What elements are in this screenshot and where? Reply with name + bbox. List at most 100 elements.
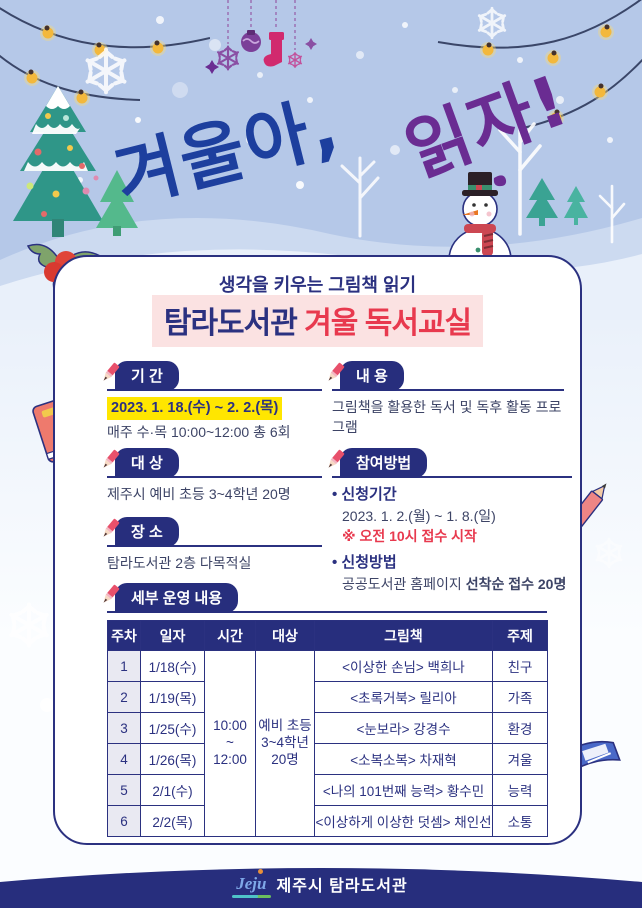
section-content-tab: 내 용 <box>328 361 404 391</box>
snow-dots <box>77 16 613 189</box>
pencil-tab-icon <box>103 584 120 603</box>
col-week: 주차 <box>107 620 141 651</box>
content-card: 생각을 키우는 그림책 읽기 탐라도서관 겨울 독서교실 기 간 2023. 1… <box>53 255 582 845</box>
table-row: 3 1/25(수) <눈보라> 강경수 환경 <box>107 712 548 744</box>
col-book: 그림책 <box>314 620 493 651</box>
jeju-logo: Jeju <box>232 869 271 898</box>
table-header-row: 주차 일자 시간 대상 그림책 주제 <box>107 620 548 651</box>
section-rule <box>107 611 547 613</box>
cell-theme: 친구 <box>492 650 548 682</box>
apply-period-title: 신청기간 <box>332 484 572 506</box>
table-row: 5 2/1(수) <나의 101번째 능력> 황수민 능력 <box>107 774 548 806</box>
footer-arc <box>0 868 642 908</box>
section-schedule-label: 세부 운영 내용 <box>131 590 223 607</box>
cell-theme: 겨울 <box>492 743 548 775</box>
cell-week: 4 <box>107 743 141 775</box>
christmas-tree-icon <box>13 86 103 237</box>
snowflake-icon <box>6 602 52 648</box>
pencil-tab-icon <box>103 449 120 468</box>
subtitle: 생각을 키우는 그림책 읽기 <box>218 275 417 295</box>
stocking-icon <box>263 32 284 67</box>
page-title-accent: 겨울 독서교실 <box>304 307 472 340</box>
section-place: 장 소 탐라도서관 2층 다목적실 <box>103 517 322 573</box>
pencil-tab-icon <box>328 362 345 381</box>
hanging-ornaments-icon <box>205 0 317 74</box>
period-highlight: 2023. 1. 18.(수) ~ 2. 2.(목) <box>107 397 283 421</box>
apply-method-value: 공공도서관 홈페이지 <box>342 576 466 593</box>
cell-book: <이상하게 이상한 덧셈> 채인선 <box>314 805 493 837</box>
section-place-tab: 장 소 <box>103 517 179 547</box>
bare-tree-icon <box>598 184 626 244</box>
section-target-tab: 대 상 <box>103 448 179 478</box>
col-time: 시간 <box>204 620 256 651</box>
table-row: 1 1/18(수) 10:00 ~ 12:00 예비 초등 3~4학년 20명 … <box>107 650 548 837</box>
section-schedule: 세부 운영 내용 주차 일자 시간 대상 그림책 주제 <box>103 583 548 837</box>
section-apply: 참여방법 신청기간 2023. 1. 2.(월) ~ 1. 8.(일) ※ 오전… <box>328 448 572 594</box>
cell-theme: 소통 <box>492 805 548 837</box>
cell-week: 2 <box>107 681 141 713</box>
cell-theme: 가족 <box>492 681 548 713</box>
target-detail: 제주시 예비 초등 3~4학년 20명 <box>107 486 291 502</box>
pencil-tab-icon <box>103 362 120 381</box>
section-rule <box>107 476 322 478</box>
footer: Jeju 제주시 탐라도서관 <box>0 869 642 898</box>
page-title-library: 탐라도서관 <box>163 307 305 340</box>
apply-method-value-bold: 선착순 접수 20명 <box>465 576 567 593</box>
section-target: 대 상 제주시 예비 초등 3~4학년 20명 <box>103 448 322 504</box>
bare-tree-icon <box>498 118 542 236</box>
table-row: 6 2/2(목) <이상하게 이상한 덧셈> 채인선 소통 <box>107 805 548 837</box>
cell-date: 1/18(수) <box>140 650 205 682</box>
cell-theme: 능력 <box>492 774 548 806</box>
section-apply-label: 참여방법 <box>356 455 412 472</box>
section-rule <box>332 389 564 391</box>
section-period-tab: 기 간 <box>103 361 179 391</box>
section-apply-tab: 참여방법 <box>328 448 428 478</box>
footer-text: 제주시 탐라도서관 <box>276 878 408 895</box>
apply-period-note: ※ 오전 10시 접수 시작 <box>342 528 477 545</box>
cell-date: 2/2(목) <box>140 805 205 837</box>
string-lights-left-icon <box>0 6 210 106</box>
table-row: 2 1/19(목) <초록거북> 릴리아 가족 <box>107 681 548 713</box>
section-target-label: 대 상 <box>131 455 163 472</box>
section-period: 기 간 2023. 1. 18.(수) ~ 2. 2.(목) 매주 수·목 10… <box>103 361 322 442</box>
cell-date: 1/19(목) <box>140 681 205 713</box>
place-detail: 탐라도서관 2층 다목적실 <box>107 555 252 571</box>
cell-book: <나의 101번째 능력> 황수민 <box>314 774 493 806</box>
cell-book: <소복소복> 차재혁 <box>314 743 493 775</box>
pencil-tab-icon <box>328 449 345 468</box>
apply-method-title: 신청방법 <box>332 552 572 574</box>
section-rule <box>332 476 572 478</box>
cell-week: 6 <box>107 805 141 837</box>
period-detail: 매주 수·목 10:00~12:00 총 6회 <box>107 424 291 441</box>
col-target: 대상 <box>255 620 315 651</box>
cell-date: 1/26(목) <box>140 743 205 775</box>
cell-week: 1 <box>107 650 141 682</box>
bare-tree-icon <box>340 156 380 238</box>
content-detail: 그림책을 활용한 독서 및 독후 활동 프로그램 <box>332 399 562 436</box>
cell-book: <초록거북> 릴리아 <box>314 681 493 713</box>
cell-week: 5 <box>107 774 141 806</box>
table-row: 4 1/26(목) <소복소복> 차재혁 겨울 <box>107 743 548 775</box>
cell-week: 3 <box>107 712 141 744</box>
cell-target-merged: 예비 초등 3~4학년 20명 <box>255 650 315 837</box>
cell-date: 2/1(수) <box>140 774 205 806</box>
section-period-label: 기 간 <box>131 368 163 385</box>
cell-date: 1/25(수) <box>140 712 205 744</box>
section-content: 내 용 그림책을 활용한 독서 및 독후 활동 프로그램 <box>328 361 564 438</box>
jeju-logo-dot <box>257 869 263 874</box>
small-tree-icon <box>96 170 138 236</box>
snowflake-icon <box>475 6 509 40</box>
section-schedule-tab: 세부 운영 내용 <box>103 583 239 613</box>
apply-period-value: 2023. 1. 2.(월) ~ 1. 8.(일) <box>342 507 496 524</box>
page-title: 탐라도서관 겨울 독서교실 <box>55 295 580 347</box>
string-lights-right-icon <box>437 0 642 129</box>
section-rule <box>107 389 322 391</box>
section-place-label: 장 소 <box>131 524 163 541</box>
cell-theme: 환경 <box>492 712 548 744</box>
snowflake-icon <box>593 537 625 569</box>
cell-book: <이상한 손님> 백희나 <box>314 650 493 682</box>
col-theme: 주제 <box>492 620 548 651</box>
section-rule <box>107 545 322 547</box>
section-content-label: 내 용 <box>356 368 388 385</box>
pencil-tab-icon <box>103 518 120 537</box>
